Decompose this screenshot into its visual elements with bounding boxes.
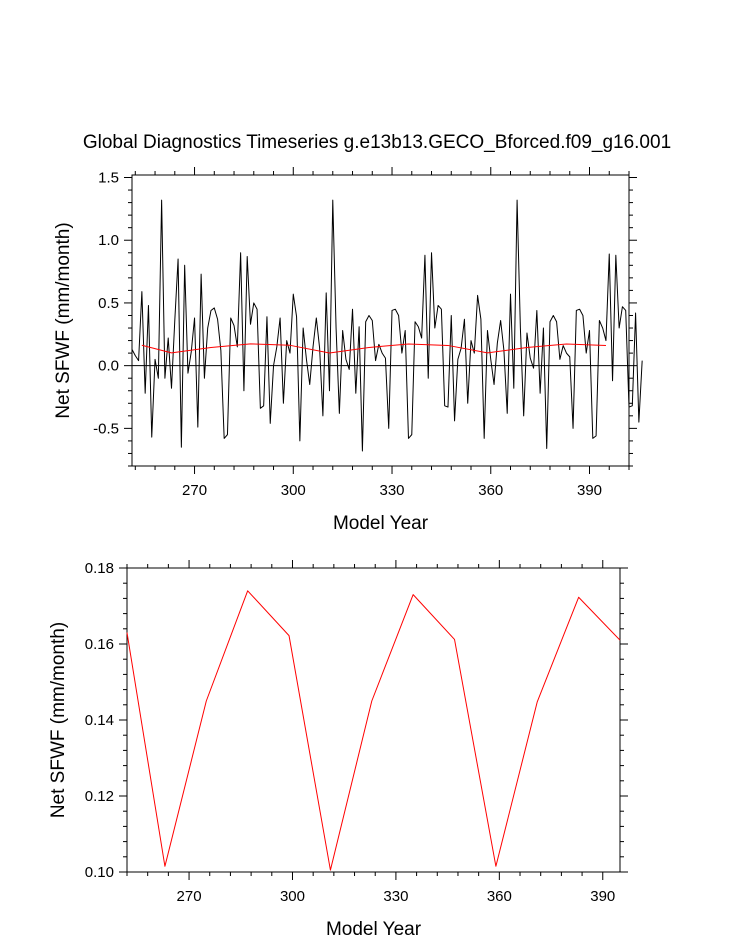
bottom-y-tick-label: 0.12: [85, 788, 114, 805]
top-x-tick-label: 360: [478, 482, 503, 499]
bottom-x-tick-label: 390: [590, 888, 615, 905]
top-y-tick-label: 0.5: [98, 295, 119, 312]
bottom-running-mean-line: [126, 590, 621, 871]
bottom-y-tick-label: 0.10: [85, 864, 114, 881]
bottom-y-axis-title: Net SFWF (mm/month): [48, 622, 69, 818]
bottom-x-axis-title: Model Year: [326, 919, 422, 940]
top-y-tick-label: 0.0: [98, 358, 119, 375]
figure-title: Global Diagnostics Timeseries g.e13b13.G…: [83, 132, 671, 153]
top-y-axis-title: Net SFWF (mm/month): [53, 222, 74, 418]
bottom-y-tick-label: 0.14: [85, 712, 114, 729]
bottom-x-tick-label: 270: [177, 888, 202, 905]
top-y-tick-label: -0.5: [93, 420, 119, 437]
bottom-x-tick-label: 360: [487, 888, 512, 905]
top-chart-panel: 270 300 330 360 390 -0.5 0.0 0.5 1.0 1.5 Model Yea…: [53, 167, 643, 534]
top-plot-frame: [131, 174, 630, 467]
bottom-plot-frame: [126, 567, 621, 873]
bottom-y-tick-label: 0.18: [85, 560, 114, 577]
top-x-axis-title: Model Year: [333, 513, 429, 534]
bottom-chart-panel: 270 300 330 360 390 0.10 0.12 0.14 0.16 0.18 Model…: [48, 560, 628, 940]
top-y-tick-label: 1.5: [98, 170, 119, 187]
top-running-mean-line: [141, 343, 606, 354]
top-x-tick-label: 300: [281, 482, 306, 499]
top-x-tick-label: 330: [380, 482, 405, 499]
bottom-x-tick-label: 300: [280, 888, 305, 905]
top-x-tick-label: 270: [182, 482, 207, 499]
bottom-y-tick-label: 0.16: [85, 636, 114, 653]
top-annual-series-line: [131, 199, 643, 452]
bottom-x-tick-label: 330: [383, 888, 408, 905]
top-y-tick-label: 1.0: [98, 232, 119, 249]
top-x-tick-label: 390: [577, 482, 602, 499]
